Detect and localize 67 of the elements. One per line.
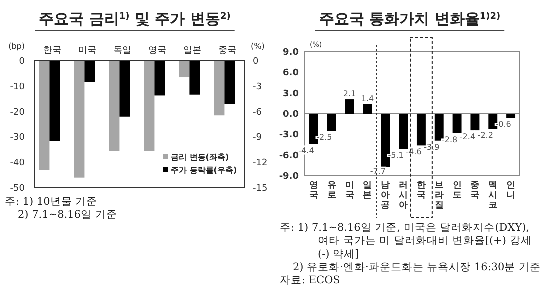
legend-label: 주가 등락률(우축): [171, 166, 238, 175]
text: 자료: ECOS: [280, 274, 340, 286]
data-label: -2.8: [442, 135, 458, 144]
x-tick-label: 중국: [218, 46, 236, 56]
y-axis-title: (bp): [8, 42, 25, 51]
y-tick-label: -30: [10, 133, 26, 144]
y-tick-label: -20: [10, 108, 26, 118]
x-tick-label: 영국: [309, 181, 318, 201]
y2-tick-label: -12: [253, 158, 268, 169]
y-tick-label: -3.0: [279, 130, 299, 141]
x-tick-label: 한국: [416, 181, 426, 201]
bar: [327, 114, 336, 132]
x-tick-label: 일본: [363, 181, 372, 201]
bar: [488, 114, 498, 130]
x-tick-label: 중국: [470, 181, 480, 201]
y2-tick-label: 0: [253, 57, 259, 67]
y2-tick-label: -3: [253, 82, 262, 92]
legend-label: 금리 변동(좌축): [171, 153, 230, 162]
bar: [506, 114, 516, 118]
y-tick-label: 3.0: [283, 89, 299, 100]
data-label: 1.4: [361, 94, 374, 104]
data-label: -2.4: [460, 132, 476, 142]
data-label: 2.1: [343, 90, 356, 99]
data-label: -4.6: [406, 148, 422, 157]
data-label: -3.9: [424, 142, 440, 152]
text: 2) 유로화·엔화·파운드화는 뉴욕시장 16:30분 기준: [293, 261, 542, 274]
x-tick-label: 러시아: [399, 181, 408, 211]
chart-title: 주요국 통화가치 변화율$^{1)2)}$: [319, 10, 501, 28]
data-label: -2.2: [478, 131, 494, 140]
y-tick-label: -40: [10, 158, 26, 169]
y-tick-label: 0.0: [283, 110, 299, 120]
x-tick-label: 인니: [506, 181, 516, 201]
text: 주: 1) 10년물 기준: [5, 196, 98, 208]
x-tick-label: 한국: [44, 46, 62, 56]
x-tick-label: 유로: [327, 181, 336, 201]
bar: [381, 114, 390, 168]
bar: [399, 114, 408, 150]
y-tick-label: -6.0: [279, 151, 299, 162]
x-tick-label: 영국: [148, 46, 166, 56]
y-tick-label: 6.0: [283, 68, 299, 79]
x-tick-label: 인도: [452, 181, 462, 201]
y-tick-label: -9.0: [279, 172, 299, 182]
bar: [416, 114, 426, 146]
bar: [309, 114, 318, 144]
bar: [363, 104, 372, 114]
x-tick-label: 독일: [114, 46, 132, 56]
text: 2) 7.1~8.16일 기준: [18, 209, 118, 221]
bar: [434, 114, 444, 141]
bar: [470, 114, 480, 131]
x-tick-label: 미국: [78, 46, 96, 56]
x-tick-label: 멕시코: [488, 181, 498, 211]
x-tick-label: 브라질: [434, 181, 444, 211]
chart-title: 주요국 금리$^{1)}$ 및 주가 변동$^{2)}$: [39, 10, 231, 28]
bar: [452, 114, 462, 134]
x-tick-label: 미국: [345, 181, 354, 201]
bar: [345, 100, 354, 114]
y2-tick-label: -6: [253, 108, 262, 118]
x-tick-label: 일본: [184, 46, 202, 56]
x-tick-label: 남아공: [381, 181, 390, 211]
y-tick-label: 0: [19, 57, 26, 67]
y2-tick-label: -9: [253, 133, 262, 144]
text: 주: 1) 7.1~8.16일 기준, 미국은 달러화지수(DXY), 여타 국가는 미 달러화대비 변화율[(+) 강세 (-) 약세]: [280, 222, 532, 260]
y2-axis-title: (%): [251, 42, 265, 51]
y2-tick-label: -15: [253, 184, 268, 194]
y-tick-label: -10: [10, 82, 26, 92]
y-tick-label: -50: [10, 184, 26, 194]
y-tick-label: 9.0: [283, 48, 299, 58]
